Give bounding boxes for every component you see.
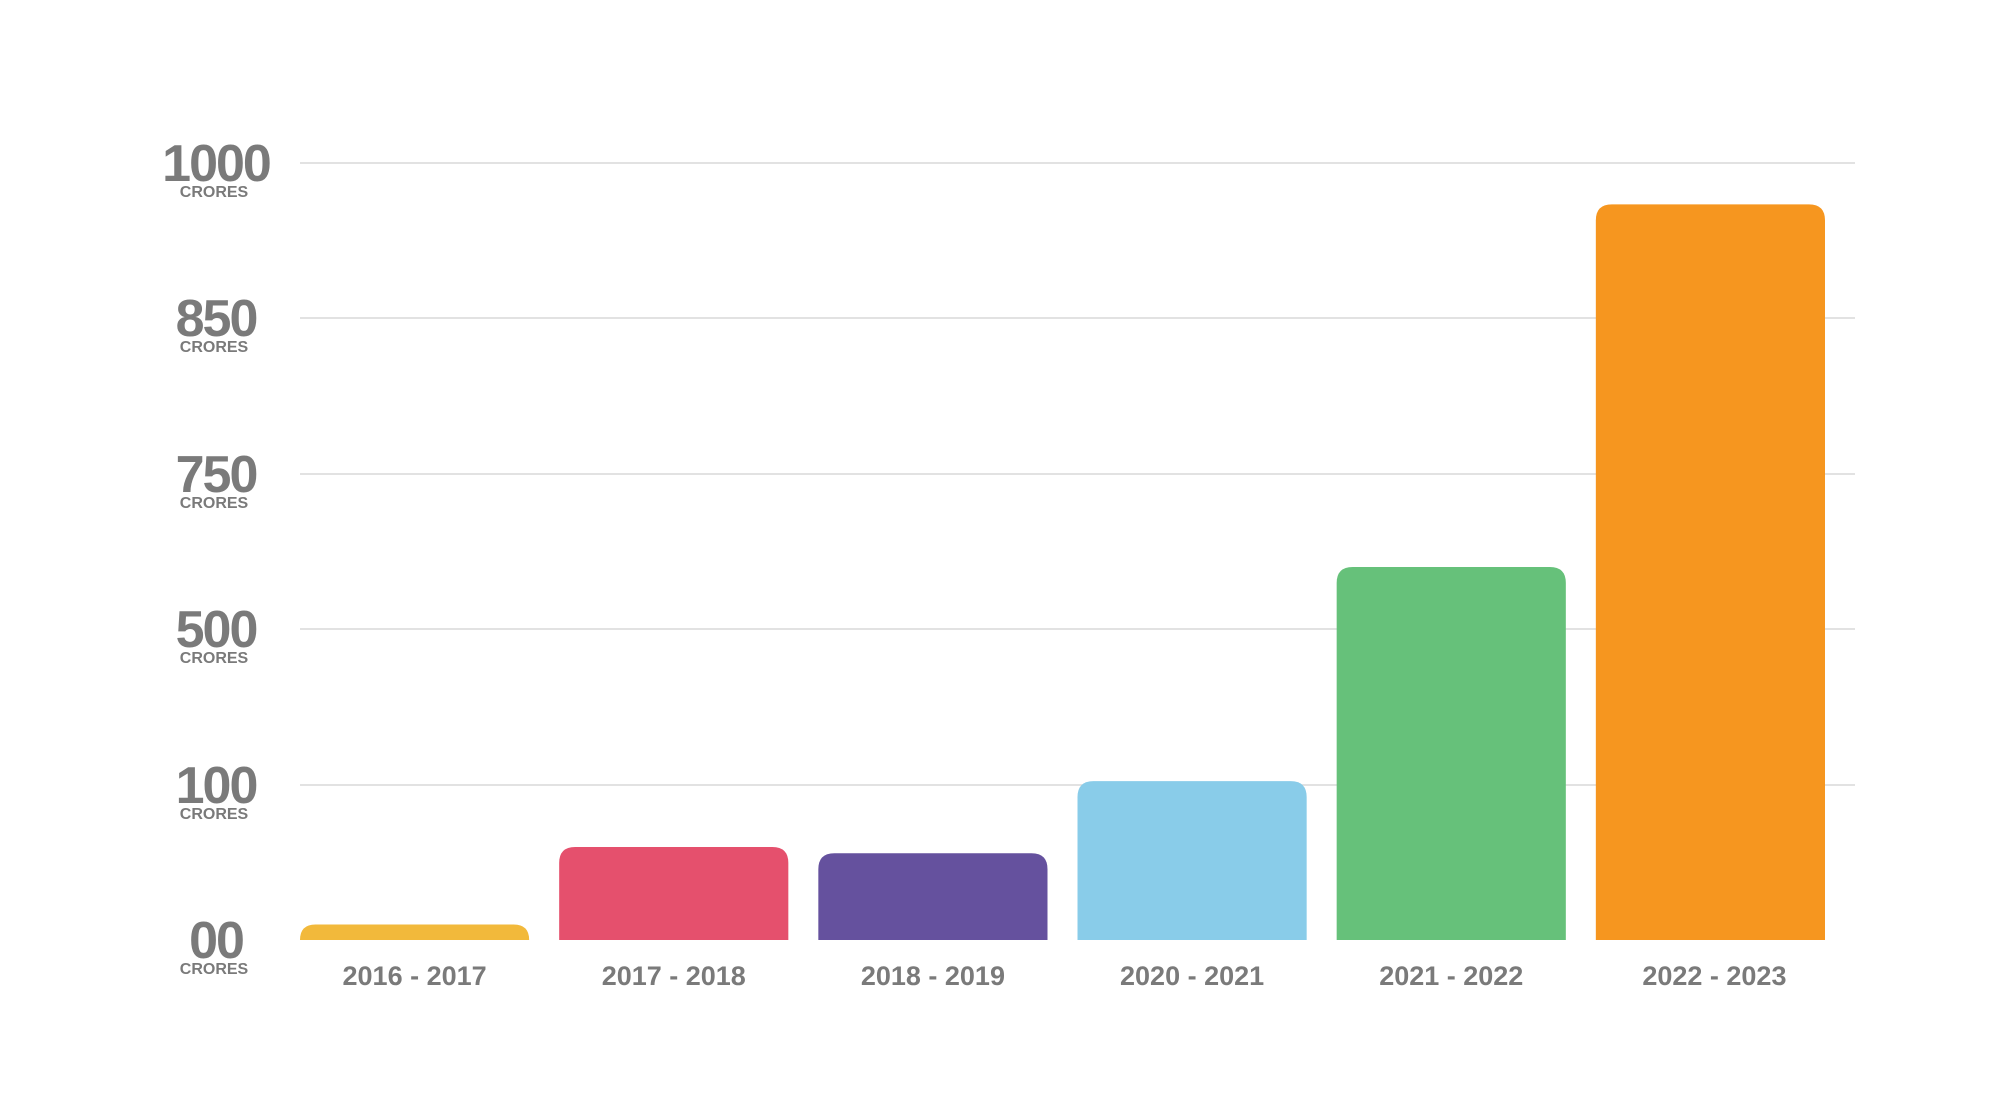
x-category-label: 2020 - 2021 bbox=[1120, 961, 1264, 991]
bar-6 bbox=[1595, 204, 1825, 941]
y-tick-label: 850 bbox=[176, 290, 257, 348]
y-tick-unit: CRORES bbox=[180, 339, 249, 356]
y-tick-label: 100 bbox=[176, 757, 257, 815]
y-tick-unit: CRORES bbox=[180, 184, 249, 201]
x-category-label: 2021 - 2022 bbox=[1379, 961, 1523, 991]
y-tick-unit: CRORES bbox=[180, 650, 249, 667]
bar-5 bbox=[1336, 567, 1566, 940]
y-tick-label: 750 bbox=[176, 446, 257, 504]
y-axis-ticks: 00CRORES100CRORES500CRORES750CRORES850CR… bbox=[162, 135, 272, 978]
y-tick-label: 00 bbox=[189, 912, 243, 970]
y-tick-unit: CRORES bbox=[180, 806, 249, 823]
bar-3 bbox=[818, 853, 1048, 940]
bar-1 bbox=[300, 924, 530, 940]
x-axis-labels: 2016 - 2017 2017 - 2018 2018 - 2019 2020 - … bbox=[343, 961, 1787, 991]
y-tick-label: 1000 bbox=[162, 135, 270, 193]
bar-layer bbox=[300, 204, 1825, 941]
x-category-label: 2022 - 2023 bbox=[1642, 961, 1786, 991]
y-tick-label: 500 bbox=[176, 601, 257, 659]
x-category-label: 2016 - 2017 bbox=[343, 961, 487, 991]
x-category-label: 2017 - 2018 bbox=[602, 961, 746, 991]
x-category-label: 2018 - 2019 bbox=[861, 961, 1005, 991]
y-tick-unit: CRORES bbox=[180, 961, 249, 978]
bar-4 bbox=[1077, 781, 1307, 940]
y-tick-unit: CRORES bbox=[180, 495, 249, 512]
bar-2 bbox=[559, 847, 789, 940]
